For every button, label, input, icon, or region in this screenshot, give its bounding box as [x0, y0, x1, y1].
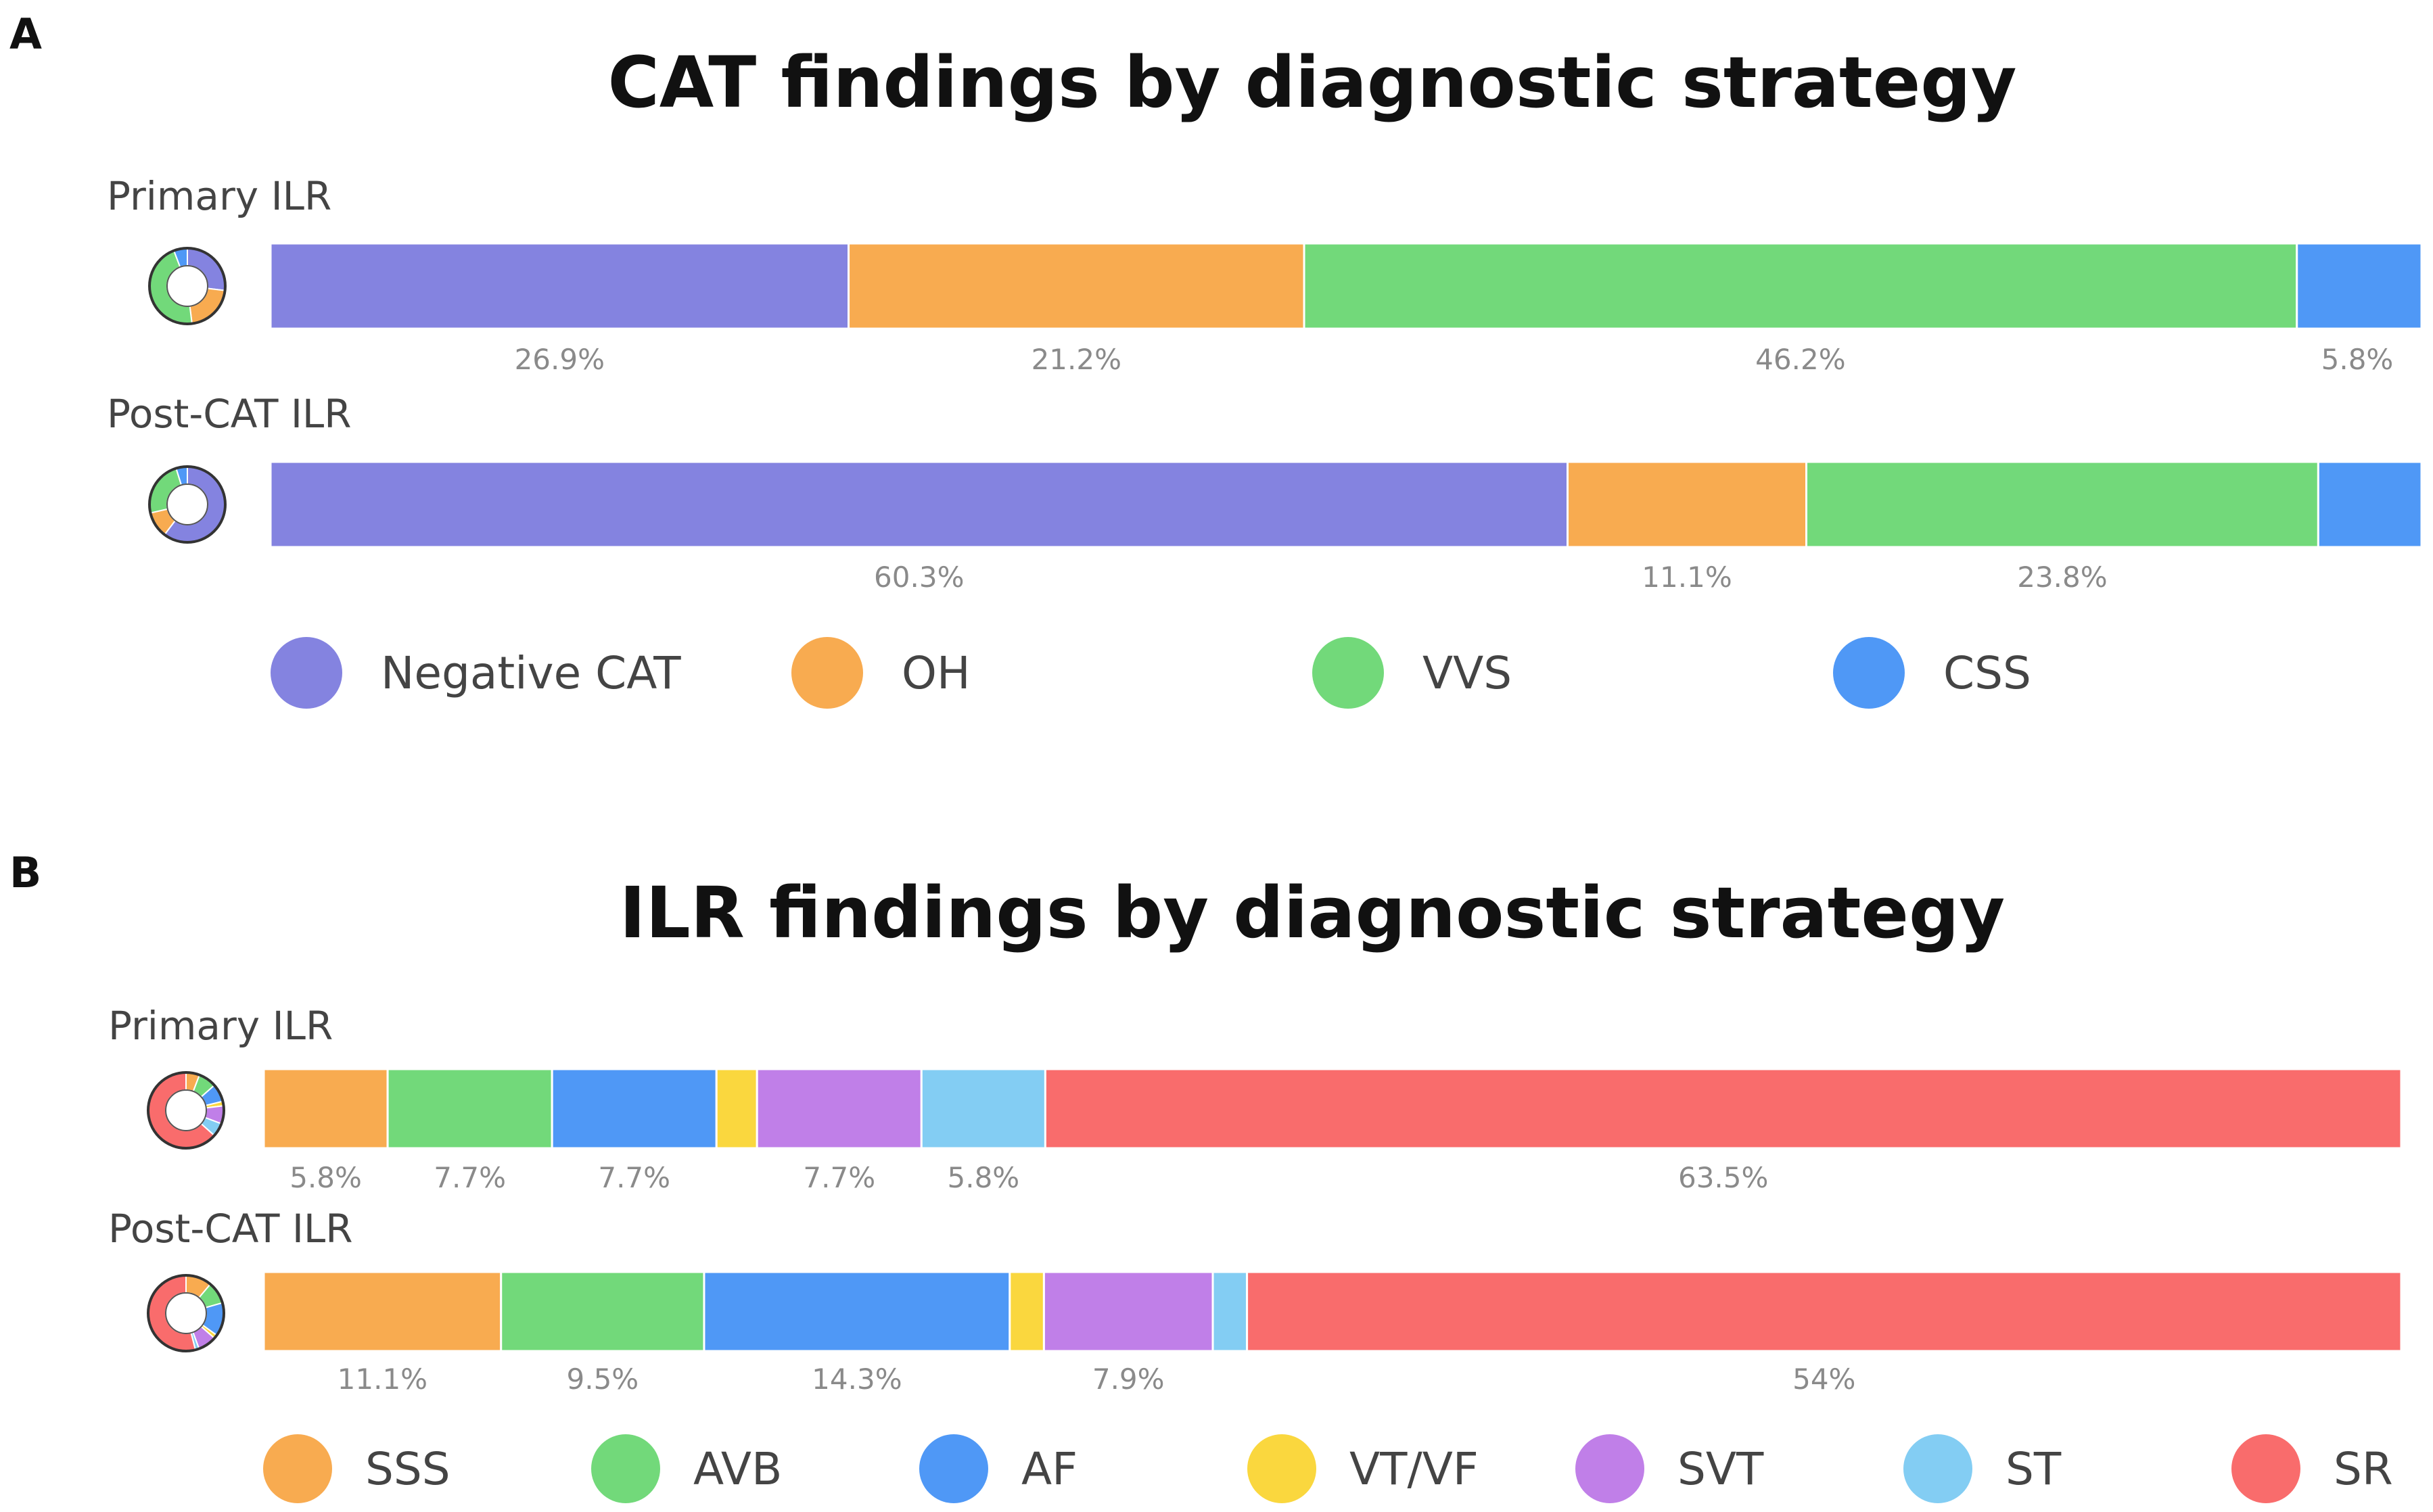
legend-label-vvs: VVS	[1422, 647, 1512, 699]
legend-label-sss: SSS	[365, 1443, 450, 1495]
pct-label-primary-ilr-vvs: 46.2%	[1755, 343, 1845, 376]
donut-outline	[148, 247, 227, 325]
bar-segment-primary-ilr-st	[920, 1068, 1046, 1150]
legend-swatch-avb	[591, 1434, 660, 1503]
legend-label-svt: SVT	[1677, 1443, 1764, 1495]
legend-swatch-sr	[2231, 1434, 2300, 1503]
legend-swatch-vt-vf	[1247, 1434, 1316, 1503]
donut-inner-outline	[166, 483, 208, 525]
bar-segment-primary-ilr-avb	[386, 1068, 553, 1150]
legend-swatch-css	[1833, 637, 1905, 709]
legend-label-af: AF	[1021, 1443, 1078, 1495]
pct-label-post-cat-ilr-af: 14.3%	[812, 1363, 902, 1396]
panel-a: A CAT findings by diagnostic strategy Pr…	[9, 9, 2423, 709]
bar-segment-post-cat-ilr-sr	[1246, 1271, 2403, 1352]
pct-label-post-cat-ilr-vvs: 23.8%	[2017, 561, 2107, 594]
bar-segment-primary-ilr-sss	[262, 1068, 389, 1150]
legend-swatch-sss	[263, 1434, 332, 1503]
pct-label-primary-ilr-oh: 21.2%	[1032, 343, 1121, 376]
bar-segment-primary-ilr-css	[2296, 242, 2423, 330]
panel-letter-a: A	[9, 9, 42, 59]
row-label-post-cat-ilr: Post-CAT ILR	[108, 1206, 353, 1252]
legend: Negative CAT OH VVS CSS	[271, 637, 2031, 709]
bar-segment-primary-ilr-sr	[1044, 1068, 2403, 1150]
legend-swatch-svt	[1575, 1434, 1644, 1503]
pct-label-primary-ilr-sr: 63.5%	[1678, 1161, 1768, 1194]
pct-label-primary-ilr-st: 5.8%	[948, 1161, 1020, 1194]
donut-inner-outline	[165, 1089, 207, 1131]
donut-inner-outline	[165, 1292, 207, 1334]
bar-segment-post-cat-ilr-avb	[500, 1271, 705, 1352]
pct-label-post-cat-ilr-svt: 7.9%	[1092, 1363, 1165, 1396]
bar-segment-primary-ilr-svt	[756, 1068, 923, 1150]
donut-outline	[147, 1071, 225, 1150]
legend-label-oh: OH	[902, 647, 971, 699]
panel-letter-b: B	[9, 848, 41, 897]
donut-icon-post-cat-ilr	[148, 465, 227, 544]
bar-segment-post-cat-ilr-st	[1211, 1271, 1249, 1352]
legend-label-vt-vf: VT/VF	[1349, 1443, 1479, 1495]
donut-icon-post-cat-ilr	[147, 1274, 225, 1352]
pct-label-primary-ilr-css: 5.8%	[2321, 343, 2394, 376]
pct-label-post-cat-ilr-oh: 11.1%	[1642, 561, 1732, 594]
legend-label-avb: AVB	[693, 1443, 782, 1495]
donut-outline	[148, 465, 227, 544]
bar-segment-post-cat-ilr-oh	[1567, 460, 1808, 548]
bar-segment-post-cat-ilr-negative-cat	[269, 460, 1569, 548]
pct-label-post-cat-ilr-sr: 54%	[1792, 1363, 1855, 1396]
legend-label-css: CSS	[1943, 647, 2031, 699]
bar-segment-primary-ilr-negative-cat	[269, 242, 850, 330]
pct-label-primary-ilr-avb: 7.7%	[434, 1161, 506, 1194]
panel-b: B ILR findings by diagnostic strategy Pr…	[9, 848, 2403, 1503]
donut-outline	[147, 1274, 225, 1352]
pct-label-primary-ilr-svt: 7.7%	[803, 1161, 875, 1194]
bar-segment-primary-ilr-oh	[848, 242, 1305, 330]
bar-segment-post-cat-ilr-vt-vf	[1009, 1271, 1045, 1352]
pct-label-primary-ilr-sss: 5.8%	[289, 1161, 362, 1194]
legend-swatch-vvs	[1312, 637, 1384, 709]
legend-label-negative-cat: Negative CAT	[381, 647, 681, 699]
row-label-primary-ilr: Primary ILR	[108, 1003, 333, 1049]
donut-inner-outline	[166, 265, 208, 307]
pct-label-post-cat-ilr-avb: 9.5%	[567, 1363, 639, 1396]
chart-title-b: ILR findings by diagnostic strategy	[620, 872, 2005, 954]
chart-title-a: CAT findings by diagnostic strategy	[607, 41, 2016, 124]
legend-label-sr: SR	[2334, 1443, 2393, 1495]
legend-label-st: ST	[2006, 1443, 2062, 1495]
row-label-post-cat-ilr: Post-CAT ILR	[107, 391, 352, 437]
pct-label-primary-ilr-af: 7.7%	[598, 1161, 670, 1194]
bar-segment-post-cat-ilr-svt	[1042, 1271, 1214, 1352]
bar-segment-primary-ilr-vvs	[1303, 242, 2298, 330]
legend: SSS AVB AF VT/VF SVT ST SR	[263, 1434, 2393, 1503]
bar-segment-post-cat-ilr-vvs	[1805, 460, 2319, 548]
legend-swatch-st	[1903, 1434, 1972, 1503]
legend-swatch-negative-cat	[271, 637, 342, 709]
donut-icon-primary-ilr	[148, 247, 227, 325]
pct-label-post-cat-ilr-negative-cat: 60.3%	[874, 561, 964, 594]
legend-swatch-oh	[791, 637, 863, 709]
pct-label-post-cat-ilr-sss: 11.1%	[338, 1363, 427, 1396]
bar-segment-post-cat-ilr-sss	[262, 1271, 503, 1352]
bar-segment-post-cat-ilr-css	[2317, 460, 2423, 548]
legend-swatch-af	[919, 1434, 988, 1503]
pct-label-primary-ilr-negative-cat: 26.9%	[515, 343, 605, 376]
donut-icon-primary-ilr	[147, 1071, 225, 1150]
row-label-primary-ilr: Primary ILR	[107, 173, 331, 219]
bar-segment-primary-ilr-af	[551, 1068, 718, 1150]
bar-segment-primary-ilr-vt-vf	[715, 1068, 758, 1150]
bar-segment-post-cat-ilr-af	[703, 1271, 1011, 1352]
